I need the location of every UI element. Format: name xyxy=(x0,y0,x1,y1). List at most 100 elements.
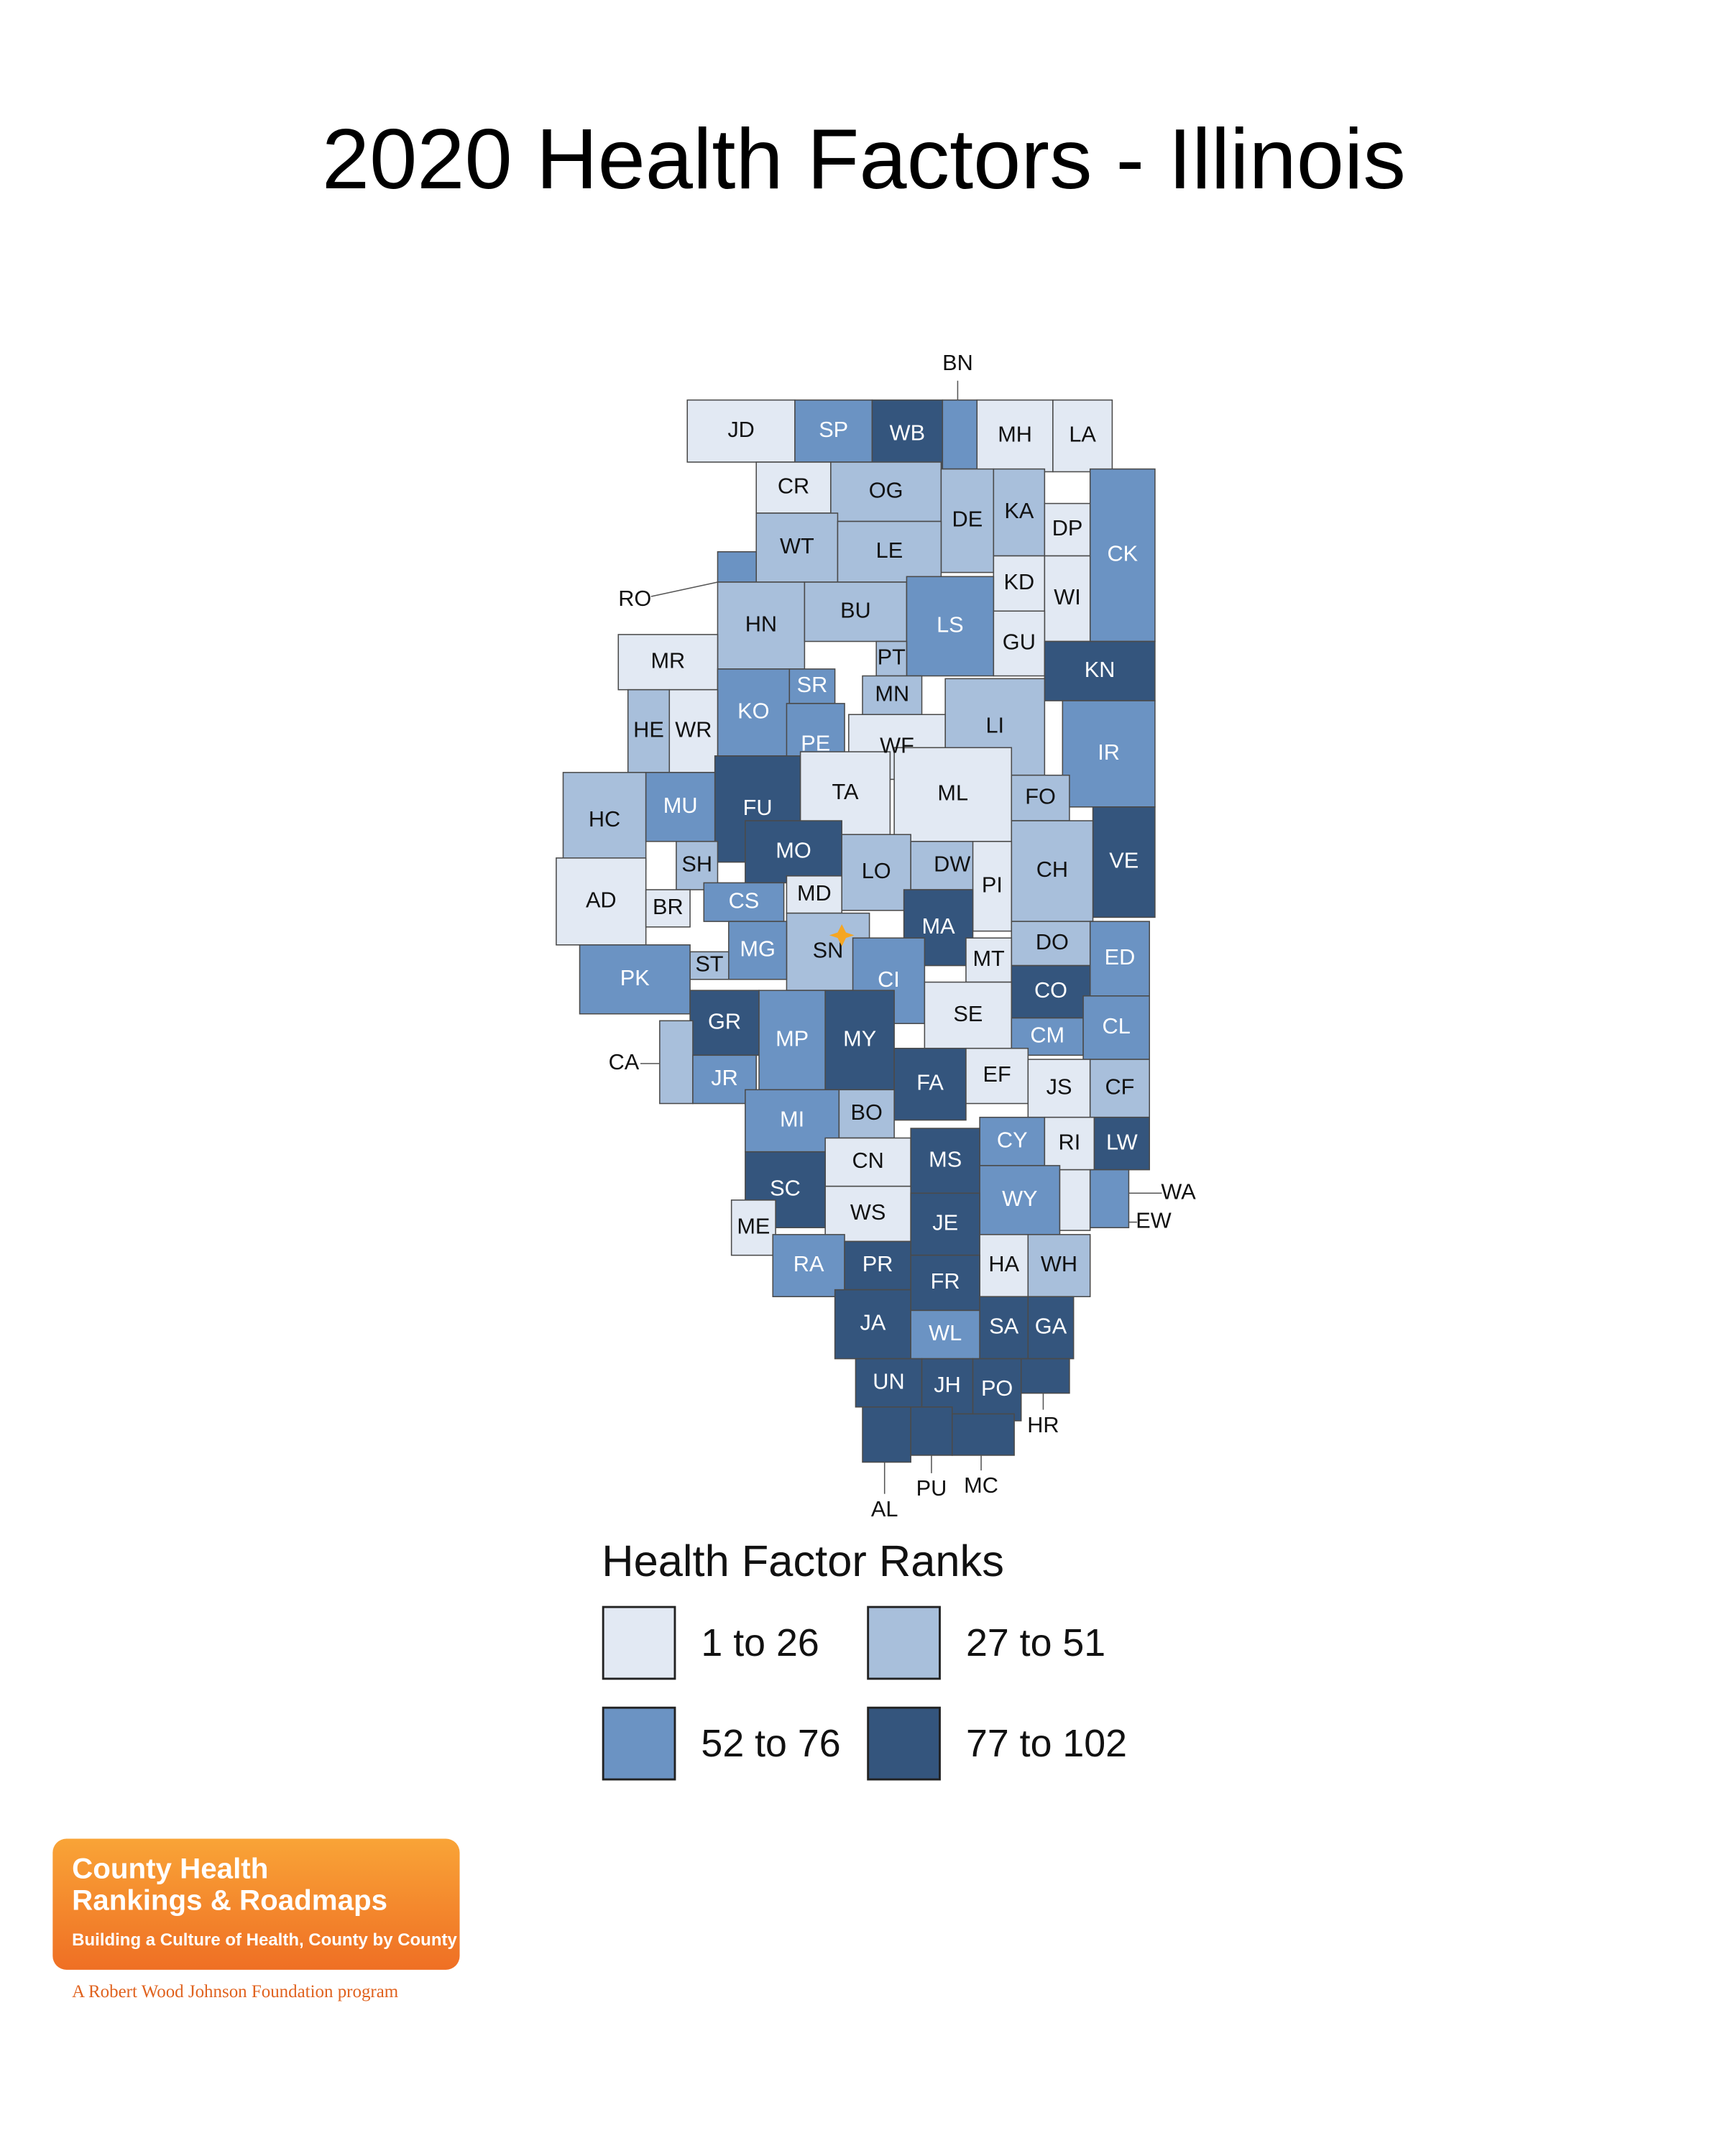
county xyxy=(824,1185,911,1243)
county xyxy=(965,1047,1029,1105)
county xyxy=(871,399,944,470)
county xyxy=(910,1254,980,1312)
county xyxy=(758,990,826,1091)
county xyxy=(921,1358,974,1415)
county-label: WR xyxy=(675,717,712,742)
county-label: JS xyxy=(1046,1074,1072,1100)
county xyxy=(862,675,923,716)
legend-label: 1 to 26 xyxy=(701,1621,819,1664)
county-label: WY xyxy=(1002,1186,1037,1211)
logo-tagline: Building a Culture of Health, County by … xyxy=(72,1930,457,1950)
county xyxy=(972,1358,1022,1422)
county-label: MA xyxy=(922,913,956,939)
county-label: EW xyxy=(1136,1208,1171,1233)
county-map: JD SP WB BN MH LA CR OG DE KA DP CK WT LE KD WI RO HN BU LS… xyxy=(556,350,1196,1521)
county-label: CI xyxy=(878,967,900,992)
county-label: SN xyxy=(813,937,844,962)
county-label: CM xyxy=(1030,1023,1064,1048)
county-label: SC xyxy=(770,1176,801,1201)
county-label: CR xyxy=(778,474,809,499)
county xyxy=(1027,1059,1091,1118)
county-label: ST xyxy=(695,952,723,977)
county-label: PI xyxy=(982,872,1003,897)
logo-line: County Health xyxy=(72,1852,268,1884)
county-label: MH xyxy=(998,422,1032,447)
county xyxy=(728,921,788,980)
county-label: HN xyxy=(745,612,777,637)
county-label: AD xyxy=(586,887,617,912)
county-label: JH xyxy=(934,1372,961,1397)
county-label: SE xyxy=(953,1001,983,1026)
county-label: LI xyxy=(985,713,1004,738)
county-label: MG xyxy=(740,936,775,962)
county xyxy=(1011,820,1094,922)
county-label: WI xyxy=(1054,584,1081,609)
county-label: HC xyxy=(589,806,620,831)
county xyxy=(1089,468,1156,642)
county-label: UN xyxy=(873,1368,904,1393)
county-label: LS xyxy=(937,612,964,637)
county-label: PE xyxy=(801,731,830,756)
county-label: LO xyxy=(862,858,891,883)
county xyxy=(730,1199,776,1256)
county-label: SR xyxy=(797,672,828,697)
county xyxy=(979,1296,1029,1360)
county-label: MD xyxy=(797,880,832,906)
county-label: WA xyxy=(1161,1179,1196,1204)
county-label: ML xyxy=(937,780,968,806)
county xyxy=(1059,1169,1091,1231)
county-label: CN xyxy=(852,1148,883,1173)
legend-title: Health Factor Ranks xyxy=(602,1537,1004,1586)
county xyxy=(794,399,873,463)
county xyxy=(659,1020,694,1105)
county-label: PK xyxy=(620,965,650,990)
county xyxy=(627,688,671,773)
county-label: DW xyxy=(934,852,970,877)
county xyxy=(772,1234,845,1297)
county-label: MR xyxy=(650,648,685,673)
county-label: FA xyxy=(916,1070,944,1095)
county-label: JR xyxy=(711,1065,738,1090)
county-label: FR xyxy=(931,1268,960,1294)
county xyxy=(942,399,978,470)
county xyxy=(1089,921,1150,997)
county-label: WS xyxy=(850,1199,886,1225)
county xyxy=(686,399,796,463)
county-label: MN xyxy=(875,681,909,706)
county xyxy=(579,944,691,1015)
county xyxy=(717,668,791,757)
legend: 1 to 26 27 to 51 52 to 76 77 to 102 xyxy=(602,1606,1127,1781)
county-label: BU xyxy=(840,597,871,622)
county-label: OG xyxy=(869,477,903,502)
county-label: KA xyxy=(1004,498,1034,523)
county-label: MY xyxy=(843,1026,876,1051)
county xyxy=(893,1047,967,1121)
county-label: JE xyxy=(932,1210,958,1235)
county-label: HA xyxy=(988,1251,1019,1276)
county xyxy=(906,576,995,677)
county-label: AL xyxy=(871,1496,898,1521)
county-label: GU xyxy=(1003,630,1036,655)
county xyxy=(951,1413,1015,1456)
county xyxy=(1020,1358,1070,1394)
county-label: JD xyxy=(727,417,755,442)
county-label: BR xyxy=(653,894,684,919)
logo-box xyxy=(52,1838,460,1970)
county-label: HE xyxy=(633,717,664,742)
county xyxy=(838,1089,895,1139)
county-label: CO xyxy=(1034,977,1067,1003)
legend-swatch xyxy=(602,1606,676,1680)
county xyxy=(676,841,719,890)
county xyxy=(645,772,716,842)
county-label: CH xyxy=(1036,857,1068,882)
leader-line xyxy=(650,581,718,597)
legend-label: 27 to 51 xyxy=(966,1621,1105,1664)
county xyxy=(1044,555,1091,642)
county xyxy=(855,1358,923,1408)
county xyxy=(1089,1169,1130,1229)
county-label: MC xyxy=(964,1473,998,1498)
title: 2020 Health Factors - Illinois xyxy=(322,111,1406,207)
legend-swatch xyxy=(867,1606,941,1680)
county-label: CA xyxy=(609,1049,640,1074)
